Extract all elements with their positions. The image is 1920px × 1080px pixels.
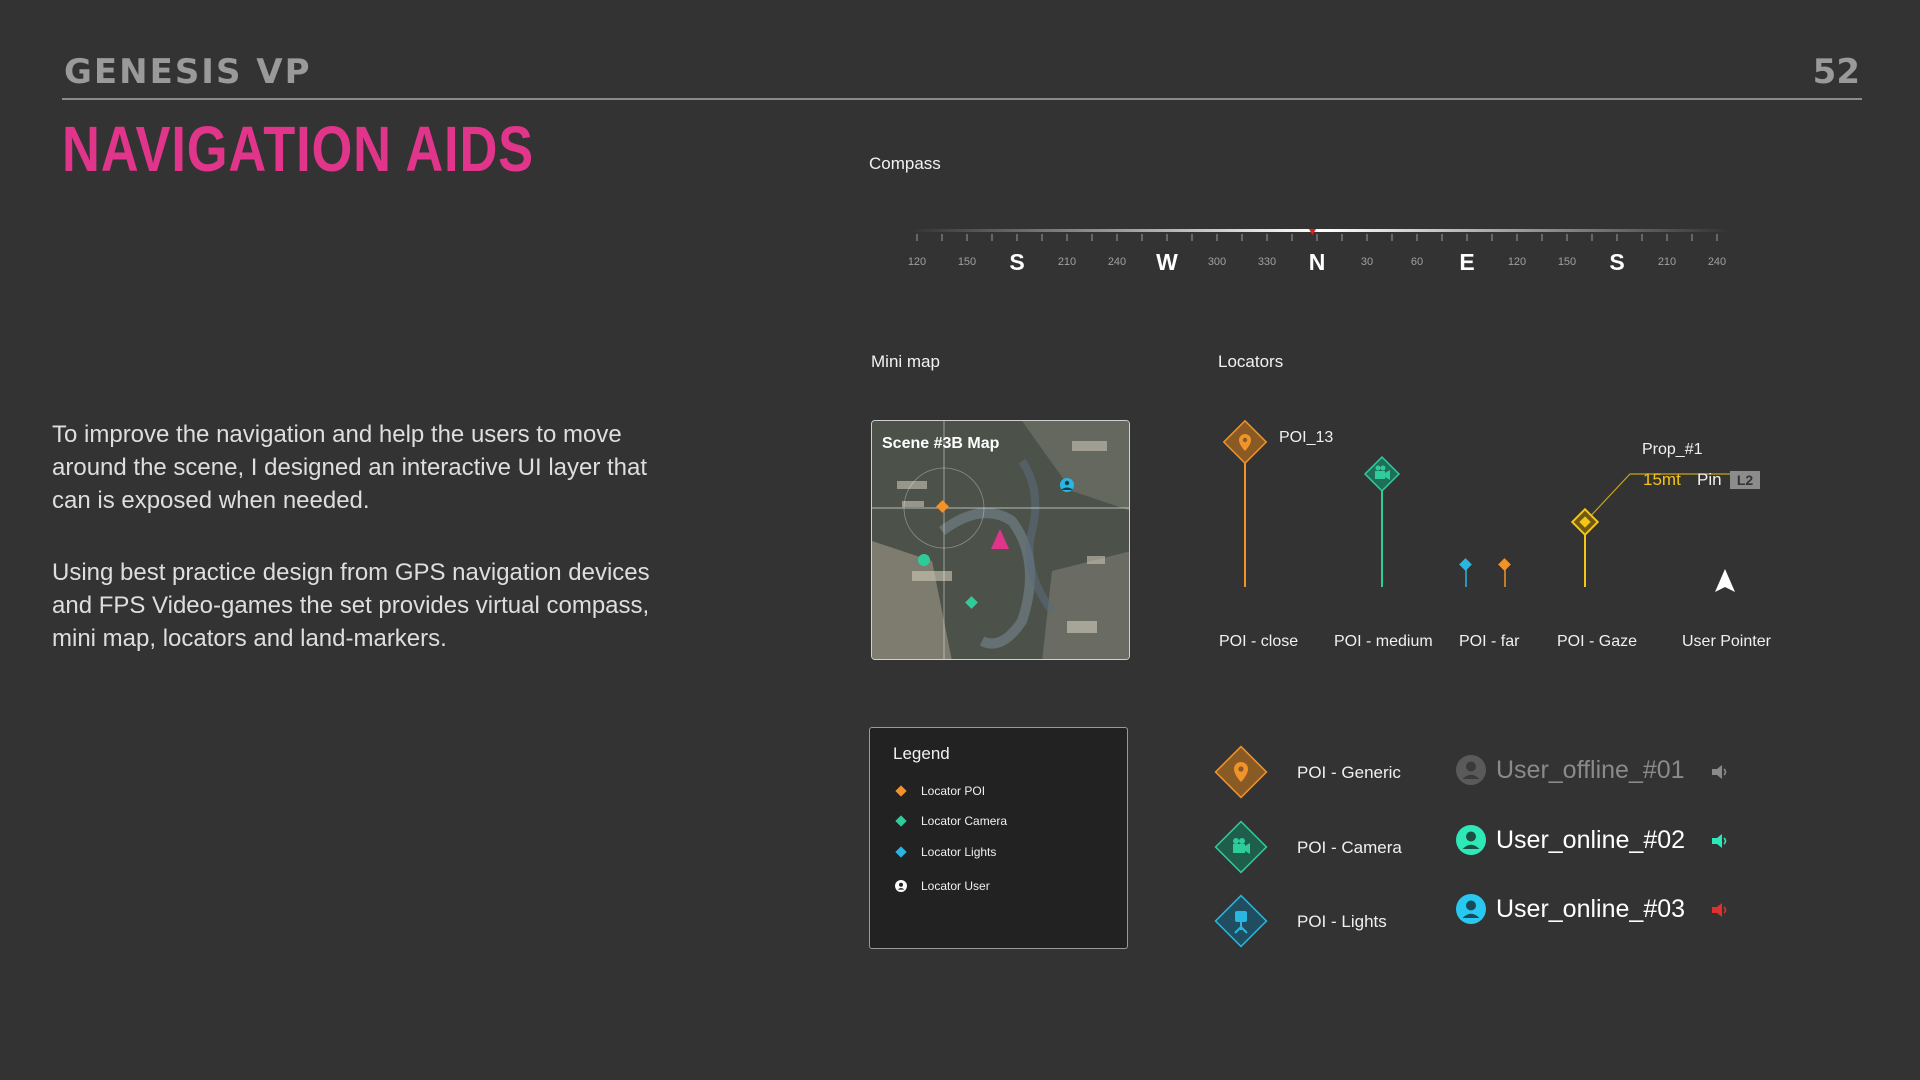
description-paragraph-2: Using best practice design from GPS navi…: [52, 559, 650, 652]
poi-lights-label: POI - Lights: [1297, 912, 1387, 931]
legend-item-label: Locator POI: [921, 784, 986, 798]
poi-generic-badge[interactable]: [1211, 742, 1271, 802]
minimap-camera-marker-2[interactable]: [918, 554, 930, 566]
compass-degree-label: 240: [1708, 256, 1726, 268]
user-avatar-icon: [1456, 894, 1486, 924]
minimap[interactable]: Scene #3B Map: [871, 420, 1130, 660]
legend-item-poi: Locator POI: [893, 783, 985, 799]
user-pointer-icon[interactable]: [1715, 569, 1735, 592]
compass-label: Compass: [869, 154, 941, 173]
location-pin-icon: [1234, 762, 1248, 782]
user-avatar-icon: [1456, 825, 1486, 855]
legend-title: Legend: [893, 744, 950, 763]
compass-cardinal-label: S: [1609, 249, 1624, 275]
locators-label: Locators: [1218, 352, 1284, 371]
minimap-player-marker: [991, 529, 1009, 549]
page-number: 52: [1812, 52, 1860, 92]
studio-light-icon: [1234, 911, 1248, 934]
locators-graphic: [1222, 419, 1760, 592]
description-paragraph-1: To improve the navigation and help the u…: [52, 421, 648, 514]
speaker-speaking-icon[interactable]: [1710, 901, 1730, 919]
minimap-title: Scene #3B Map: [882, 435, 1000, 452]
compass-degree-label: 120: [1508, 256, 1526, 268]
legend-item-camera: Locator Camera: [893, 813, 1007, 829]
poi-lights-badge[interactable]: [1211, 891, 1271, 951]
legend-item-lights: Locator Lights: [893, 844, 996, 860]
poi-generic-label: POI - Generic: [1297, 763, 1401, 782]
diamond-icon: [893, 844, 909, 860]
prop-pin-label[interactable]: Pin: [1697, 470, 1722, 489]
legend-item-label: Locator User: [921, 879, 990, 893]
brand-title: GENESIS VP: [64, 52, 312, 92]
user-name: User_offline_#01: [1496, 755, 1685, 784]
diamond-icon: [893, 783, 909, 799]
user-name: User_online_#02: [1496, 825, 1686, 854]
poi-camera-label: POI - Camera: [1297, 838, 1402, 857]
compass-cardinal-label: N: [1309, 249, 1326, 275]
caption-poi-far: POI - far: [1459, 633, 1520, 650]
compass-degree-label: 330: [1258, 256, 1276, 268]
compass-degree-label: 240: [1108, 256, 1126, 268]
header-divider: [62, 98, 1862, 100]
video-camera-icon: [1375, 465, 1390, 480]
poi-far-lights-marker[interactable]: [1459, 558, 1472, 571]
poi-far-poi-marker[interactable]: [1498, 558, 1511, 571]
caption-user-pointer: User Pointer: [1682, 633, 1771, 650]
diamond-icon: [893, 813, 909, 829]
compass-bar: [910, 229, 1730, 232]
compass-cardinal-label: E: [1459, 249, 1474, 275]
compass-cardinal-label: S: [1009, 249, 1024, 275]
prop-name-label: Prop_#1: [1642, 441, 1703, 458]
caption-poi-close: POI - close: [1219, 633, 1299, 650]
compass-degree-label: 150: [958, 256, 976, 268]
user-row-online-03[interactable]: User_online_#03: [1456, 891, 1685, 927]
prop-distance: 15mt: [1643, 470, 1681, 489]
compass-degree-label: 30: [1361, 256, 1373, 268]
compass-degree-label: 120: [908, 256, 926, 268]
location-pin-icon: [1239, 434, 1251, 451]
caption-poi-medium: POI - medium: [1334, 633, 1433, 650]
legend-item-label: Locator Camera: [921, 814, 1008, 828]
legend-item-label: Locator Lights: [921, 845, 997, 859]
compass-strip[interactable]: 120 150 S 210 240 W 300 330 N 30 60 E 120 150 S 210 240: [900, 220, 1740, 290]
compass-degree-label: 150: [1558, 256, 1576, 268]
page-title: NAVIGATION AIDS: [62, 113, 534, 185]
user-avatar-icon: [1456, 755, 1486, 785]
prop-level-badge: L2: [1730, 471, 1760, 489]
poi-name-label: POI_13: [1279, 429, 1334, 446]
gaze-leader-line: [1584, 473, 1760, 523]
legend-item-user: Locator User: [893, 878, 990, 894]
minimap-label: Mini map: [871, 352, 940, 371]
compass-degree-label: 210: [1658, 256, 1676, 268]
user-name: User_online_#03: [1496, 894, 1686, 923]
speaker-active-icon[interactable]: [1710, 832, 1730, 850]
compass-north-marker: [1309, 229, 1316, 235]
compass-graphic: 120 150 S 210 240 W 300 330 N 30 60 E 120 150 S 210 240: [908, 229, 1730, 275]
user-row-offline-01[interactable]: User_offline_#01: [1456, 752, 1685, 788]
compass-cardinal-label: W: [1156, 249, 1178, 275]
caption-poi-gaze: POI - Gaze: [1557, 633, 1638, 650]
compass-degree-label: 300: [1208, 256, 1226, 268]
compass-degree-label: 210: [1058, 256, 1076, 268]
video-camera-icon: [1233, 838, 1250, 854]
user-circle-icon: [893, 878, 909, 894]
speaker-muted-icon[interactable]: [1710, 763, 1730, 781]
user-row-online-02[interactable]: User_online_#02: [1456, 822, 1685, 858]
compass-degree-label: 60: [1411, 256, 1423, 268]
poi-camera-badge[interactable]: [1211, 817, 1271, 877]
legend-panel: Legend Locator POI Locator Camera Locato…: [869, 727, 1128, 949]
minimap-terrain: [872, 421, 1129, 659]
